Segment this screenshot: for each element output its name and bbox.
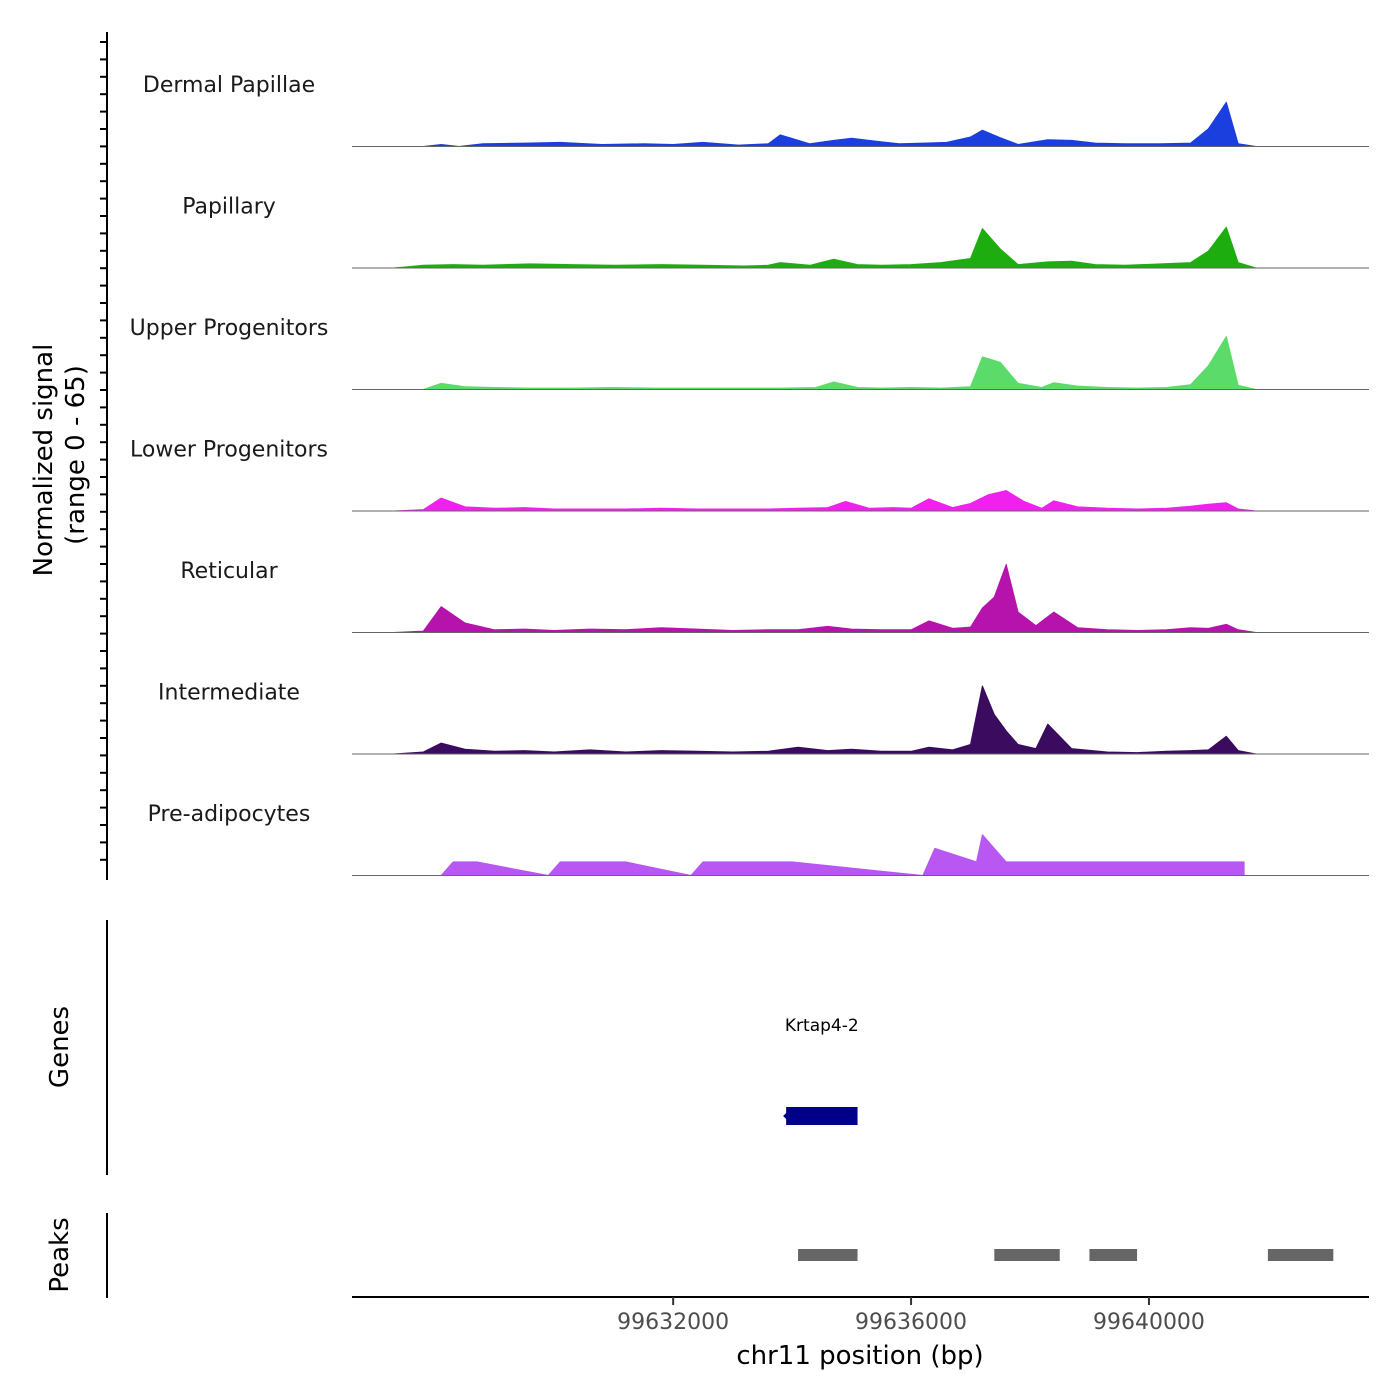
genes-axis-title: Genes	[45, 1006, 75, 1088]
track-pre-adipocytes	[352, 834, 1369, 876]
track-papillary	[352, 226, 1369, 269]
track-labels: Dermal Papillae Papillary Upper Progenitor…	[130, 73, 329, 827]
position-axis-ticks: 99632000 99636000 99640000	[617, 1297, 1205, 1335]
signal-axis	[100, 32, 108, 880]
peak-region	[1089, 1249, 1138, 1261]
genes-panel: Genes Krtap4-2	[45, 920, 859, 1175]
track-label: Pre-adipocytes	[148, 802, 311, 827]
coverage-tracks	[352, 101, 1369, 876]
track-dermal-papillae	[352, 101, 1369, 147]
peak-region	[1267, 1249, 1334, 1261]
coverage-area-pre-adipocytes	[440, 834, 1245, 876]
track-intermediate	[352, 685, 1369, 755]
gene-body	[786, 1107, 858, 1125]
coverage-area-dermal-papillae	[422, 101, 1257, 147]
peaks-axis-title: Peaks	[45, 1217, 75, 1292]
track-lower-progenitors	[352, 490, 1369, 512]
peak-region	[994, 1249, 1060, 1261]
gene-label: Krtap4-2	[785, 1016, 859, 1036]
track-label: Dermal Papillae	[143, 73, 315, 98]
coverage-area-upper-progenitors	[422, 336, 1257, 390]
signal-axis-ticks	[100, 41, 107, 861]
track-upper-progenitors	[352, 336, 1369, 390]
position-axis-tick-label: 99632000	[617, 1310, 729, 1335]
coverage-area-papillary	[393, 226, 1257, 269]
coverage-area-reticular	[393, 564, 1257, 633]
coverage-area-lower-progenitors	[393, 490, 1257, 512]
peak-region	[798, 1249, 858, 1261]
track-label: Lower Progenitors	[130, 438, 328, 463]
signal-axis-title-line2: (range 0 - 65)	[61, 365, 91, 545]
track-label: Papillary	[182, 195, 276, 220]
signal-axis-title-line1: Normalized signal	[29, 344, 59, 577]
track-label: Reticular	[180, 559, 278, 584]
peaks-panel: Peaks	[45, 1213, 1334, 1298]
position-axis-tick-label: 99636000	[855, 1310, 967, 1335]
track-reticular	[352, 564, 1369, 633]
peak-marks	[798, 1249, 1334, 1261]
track-label: Upper Progenitors	[130, 316, 329, 341]
position-axis-title: chr11 position (bp)	[736, 1341, 983, 1371]
position-axis-tick-label: 99640000	[1093, 1310, 1205, 1335]
position-axis: 99632000 99636000 99640000 chr11 position …	[352, 1296, 1369, 1371]
coverage-area-intermediate	[393, 685, 1257, 755]
gene-marks: Krtap4-2	[783, 1016, 859, 1125]
track-label: Intermediate	[158, 681, 300, 706]
gene-strand-arrow	[783, 1108, 792, 1124]
